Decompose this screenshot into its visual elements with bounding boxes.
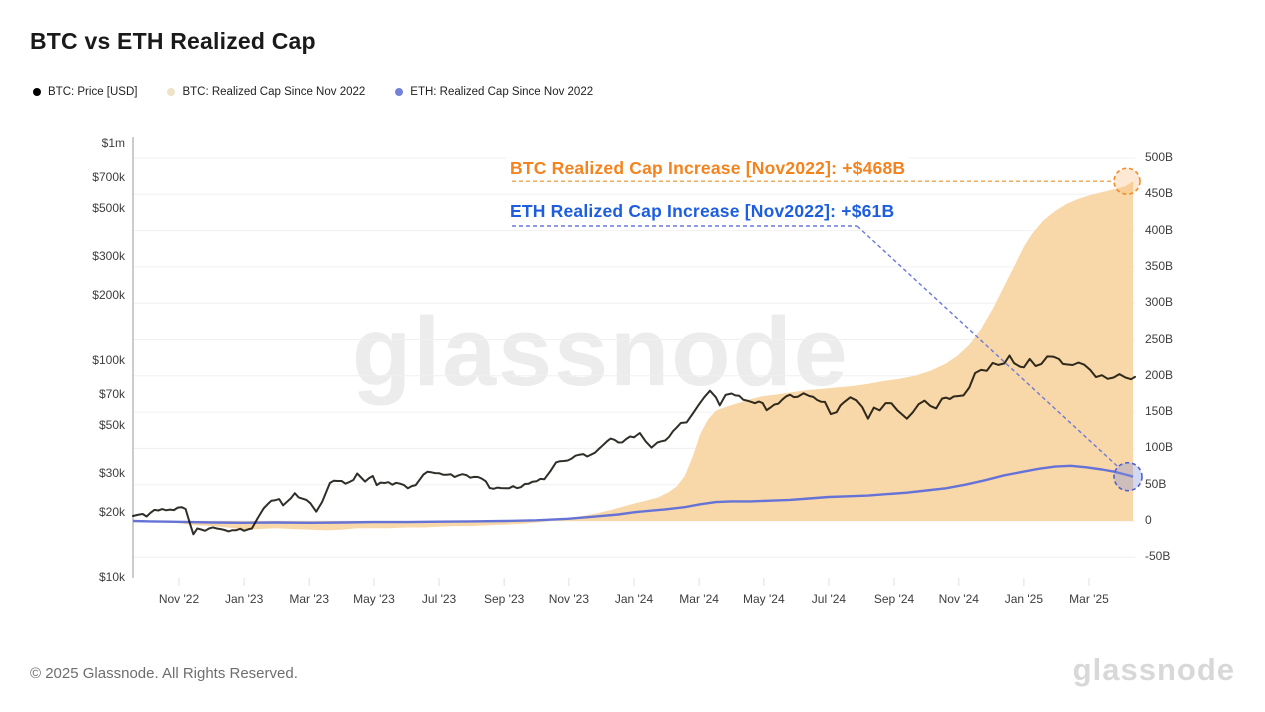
eth-annotation-diagonal-line bbox=[856, 225, 1120, 469]
x-tick-label: Jul '23 bbox=[421, 592, 457, 606]
y-left-tick-label: $10k bbox=[98, 570, 125, 584]
y-left-tick-label: $70k bbox=[98, 386, 125, 401]
x-tick-label: May '23 bbox=[353, 592, 395, 606]
y-left-tick-label: $700k bbox=[92, 169, 125, 184]
x-tick-label: Jan '23 bbox=[224, 592, 264, 606]
y-right-tick-label: 300B bbox=[1145, 295, 1174, 310]
eth-endpoint-circle bbox=[1113, 461, 1143, 492]
y-right-tick-label: 250B bbox=[1145, 331, 1174, 346]
glassnode-watermark: glassnode bbox=[352, 297, 850, 406]
x-tick-label: Jan '25 bbox=[1004, 592, 1044, 606]
x-tick-label: Mar '24 bbox=[679, 592, 719, 606]
legend-item-btc-realized-cap[interactable]: BTC: Realized Cap Since Nov 2022 bbox=[167, 86, 365, 98]
x-tick-label: Sep '23 bbox=[483, 592, 525, 606]
y-right-tick-label: 200B bbox=[1145, 367, 1174, 382]
y-right-tick-label: 50B bbox=[1145, 476, 1167, 491]
x-tick-label: Jan '24 bbox=[614, 592, 654, 606]
y-left-tick-label: $500k bbox=[92, 201, 125, 216]
copyright-text: © 2025 Glassnode. All Rights Reserved. bbox=[30, 665, 298, 682]
y-right-tick-label: 500B bbox=[1145, 150, 1174, 164]
y-right-tick-label: 350B bbox=[1145, 258, 1174, 273]
x-tick-label: Nov '22 bbox=[158, 592, 200, 606]
btc-realized-cap-area bbox=[133, 181, 1134, 531]
y-left-tick-label: $1m bbox=[101, 136, 125, 150]
x-tick-label: Jul '24 bbox=[811, 592, 847, 606]
eth-cap-increase-annotation: ETH Realized Cap Increase [Nov2022]: +$6… bbox=[506, 200, 899, 223]
legend-label-btc-realized-cap: BTC: Realized Cap Since Nov 2022 bbox=[182, 86, 366, 98]
x-tick-label: May '24 bbox=[743, 592, 785, 606]
y-left-tick-label: $30k bbox=[98, 466, 125, 481]
y-left-tick-label: $300k bbox=[92, 249, 125, 264]
legend-item-btc-price[interactable]: BTC: Price [USD] bbox=[33, 86, 137, 98]
y-left-tick-label: $50k bbox=[98, 418, 125, 433]
y-right-tick-label: 450B bbox=[1145, 186, 1174, 201]
y-left-tick-label: $200k bbox=[92, 287, 125, 302]
glassnode-logo: glassnode bbox=[1072, 652, 1235, 687]
x-tick-label: Nov '23 bbox=[548, 592, 590, 606]
y-right-tick-label: -50B bbox=[1145, 549, 1171, 564]
btc-endpoint-circle bbox=[1113, 167, 1141, 196]
y-right-tick-label: 0 bbox=[1145, 513, 1152, 527]
legend-dot-btc-realized-cap-icon bbox=[167, 88, 176, 96]
x-tick-label: Sep '24 bbox=[873, 592, 915, 606]
legend-dot-btc-price-icon bbox=[33, 88, 41, 96]
x-tick-label: Nov '24 bbox=[938, 592, 979, 606]
y-left-tick-label: $100k bbox=[92, 353, 125, 367]
y-right-tick-label: 100B bbox=[1145, 440, 1174, 455]
y-right-tick-label: 150B bbox=[1145, 404, 1174, 419]
btc-price-line bbox=[132, 354, 1136, 536]
page-title: BTC vs ETH Realized Cap bbox=[30, 28, 316, 54]
x-tick-label: Mar '23 bbox=[289, 592, 330, 606]
y-right-tick-label: 400B bbox=[1145, 222, 1174, 237]
y-left-tick-label: $20k bbox=[98, 504, 125, 519]
legend-label-eth-realized-cap: ETH: Realized Cap Since Nov 2022 bbox=[410, 86, 594, 98]
legend-label-btc-price: BTC: Price [USD] bbox=[48, 86, 138, 98]
legend-dot-eth-realized-cap-icon bbox=[395, 88, 404, 96]
btc-cap-increase-annotation: BTC Realized Cap Increase [Nov2022]: +$4… bbox=[506, 157, 910, 180]
legend-item-eth-realized-cap[interactable]: ETH: Realized Cap Since Nov 2022 bbox=[395, 86, 593, 98]
legend: BTC: Price [USD] BTC: Realized Cap Since… bbox=[33, 86, 593, 98]
x-tick-label: Mar '25 bbox=[1069, 592, 1109, 606]
eth-realized-cap-line bbox=[132, 464, 1134, 524]
